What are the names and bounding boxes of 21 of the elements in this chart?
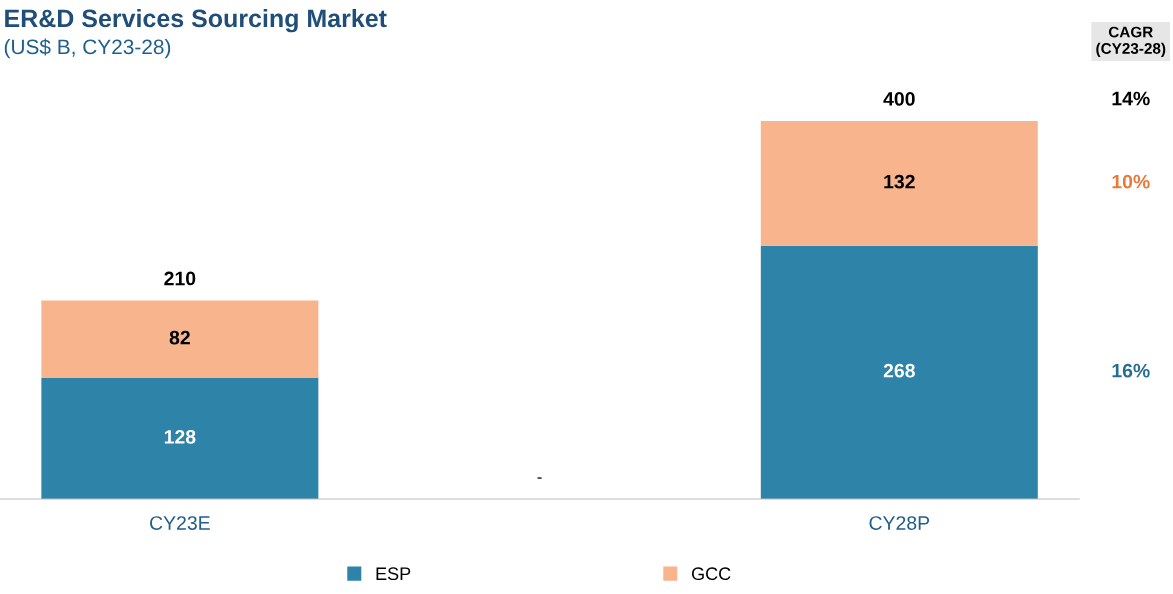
data-label: 82 bbox=[169, 330, 190, 345]
bar bbox=[41, 300, 319, 378]
text: 14% bbox=[1112, 91, 1150, 106]
chart-title: ER&D Services Sourcing Market bbox=[5, 8, 387, 33]
total-label: 210 bbox=[164, 271, 196, 286]
chart-subtitle: (US$ B, CY23-28) bbox=[4, 38, 171, 59]
data-label: 132 bbox=[884, 174, 915, 189]
legend-label: ESP bbox=[376, 567, 411, 581]
text: 16% bbox=[1112, 363, 1150, 378]
total-label: 400 bbox=[883, 92, 915, 106]
text: 10% bbox=[1112, 174, 1150, 189]
x-tick-label: CY28P bbox=[869, 516, 930, 530]
annotation: - bbox=[537, 477, 542, 479]
data-label: 128 bbox=[164, 429, 196, 444]
legend-label: GCC bbox=[691, 567, 731, 581]
text: CAGR (CY23-28) bbox=[1096, 26, 1166, 57]
data-label: 268 bbox=[883, 363, 915, 378]
bar bbox=[760, 120, 1038, 246]
bar bbox=[41, 378, 319, 499]
bar bbox=[760, 245, 1038, 499]
x-tick-label: CY23E bbox=[150, 516, 210, 530]
